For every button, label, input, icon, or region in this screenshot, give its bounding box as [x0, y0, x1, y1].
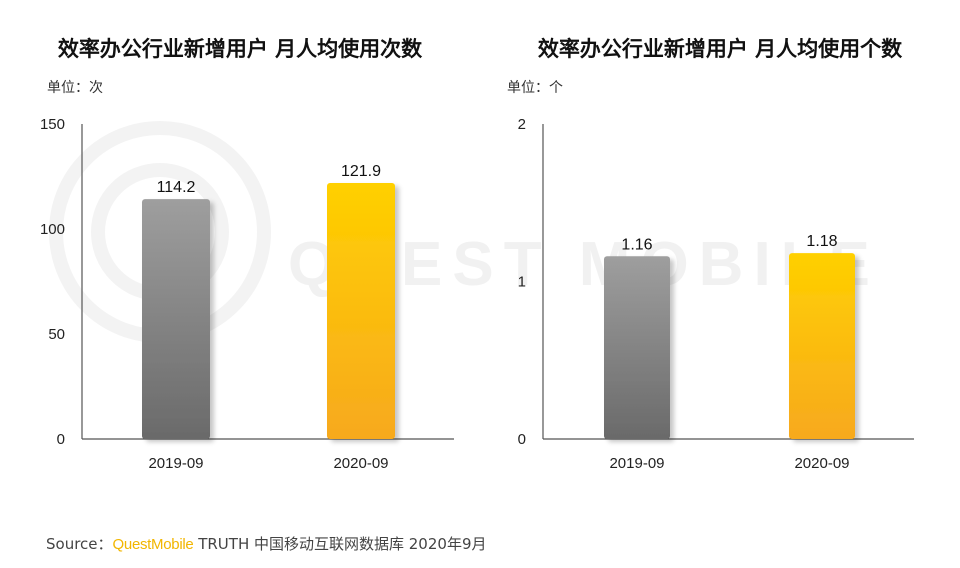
chart-right-value-label-0: 1.16 — [621, 236, 652, 253]
chart-right-value-labels: 1.16 1.18 — [621, 233, 837, 253]
chart-left-ytick-2: 100 — [40, 221, 65, 238]
source-brand: QuestMobile — [112, 536, 194, 553]
chart-left-y-ticks: 0 50 100 150 — [40, 116, 65, 448]
chart-right-bar-2020-09 — [789, 253, 855, 439]
chart-left-bar-2020-09 — [327, 183, 395, 439]
chart-right-category-labels: 2019-09 2020-09 — [609, 455, 849, 472]
chart-left-bar-2019-09 — [142, 199, 210, 439]
chart-left-category-label-1: 2020-09 — [333, 455, 388, 472]
chart-left-category-labels: 2019-09 2020-09 — [148, 455, 388, 472]
chart-right-bar-2019-09 — [604, 256, 670, 439]
chart-left-bars — [142, 183, 395, 439]
source-suffix: TRUTH 中国移动互联网数据库 2020年9月 — [193, 535, 487, 553]
chart-right-value-label-1: 1.18 — [806, 233, 837, 250]
chart-right-ytick-2: 2 — [518, 116, 526, 133]
chart-right-ytick-1: 1 — [518, 274, 526, 291]
chart-right-bars — [604, 253, 855, 439]
chart-left-title: 效率办公行业新增用户 月人均使用次数 — [58, 37, 423, 61]
chart-left-ytick-3: 150 — [40, 116, 65, 133]
chart-left-value-labels: 114.2 121.9 — [157, 163, 382, 196]
chart-right-category-label-1: 2020-09 — [794, 455, 849, 472]
chart-right-title: 效率办公行业新增用户 月人均使用个数 — [538, 37, 903, 61]
chart-right-category-label-0: 2019-09 — [609, 455, 664, 472]
chart-right-ytick-0: 0 — [518, 431, 526, 448]
chart-left-value-label-0: 114.2 — [157, 179, 196, 196]
source-prefix: Source： — [46, 535, 113, 553]
chart-left-unit-label: 单位：次 — [47, 80, 103, 96]
chart-right: 效率办公行业新增用户 月人均使用个数 单位：个 0 1 2 1.16 1.18 201… — [507, 37, 914, 472]
chart-left-ytick-1: 50 — [48, 326, 65, 343]
chart-left-value-label-1: 121.9 — [341, 163, 381, 180]
source-note: Source：QuestMobile TRUTH 中国移动互联网数据库 2020… — [46, 533, 486, 554]
chart-left-category-label-0: 2019-09 — [148, 455, 203, 472]
chart-right-y-ticks: 0 1 2 — [518, 116, 526, 448]
chart-left-ytick-0: 0 — [57, 431, 65, 448]
chart-right-unit-label: 单位：个 — [507, 80, 563, 96]
